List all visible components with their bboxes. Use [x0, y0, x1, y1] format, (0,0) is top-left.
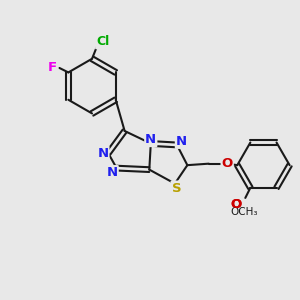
- Text: N: N: [106, 166, 118, 179]
- Text: O: O: [230, 198, 241, 211]
- Text: O: O: [222, 157, 233, 170]
- Text: O: O: [230, 198, 241, 211]
- Text: N: N: [176, 135, 187, 148]
- Text: OCH₃: OCH₃: [230, 207, 258, 217]
- Text: N: N: [98, 147, 109, 160]
- Text: S: S: [172, 182, 181, 194]
- Text: N: N: [145, 133, 156, 146]
- Text: F: F: [48, 61, 57, 74]
- Text: Cl: Cl: [96, 35, 110, 48]
